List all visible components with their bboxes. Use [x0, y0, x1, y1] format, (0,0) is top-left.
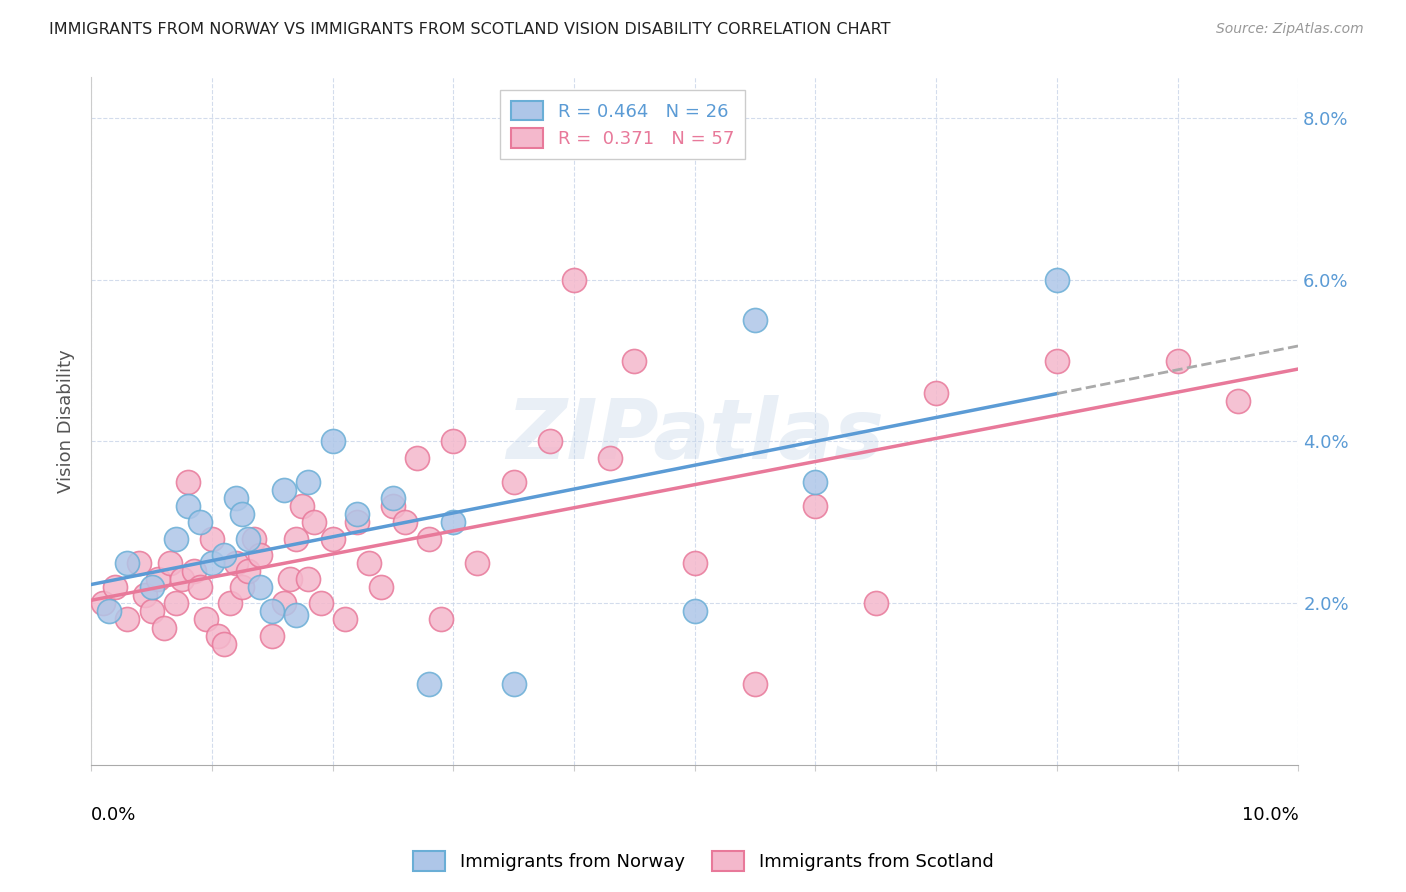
Point — [146, 572, 169, 586]
Point — [406, 450, 429, 465]
Point — [538, 434, 561, 449]
Point — [236, 564, 259, 578]
Point — [744, 677, 766, 691]
Point — [212, 637, 235, 651]
Point — [170, 572, 193, 586]
Point — [502, 475, 524, 489]
Text: IMMIGRANTS FROM NORWAY VS IMMIGRANTS FROM SCOTLAND VISION DISABILITY CORRELATION: IMMIGRANTS FROM NORWAY VS IMMIGRANTS FRO… — [49, 22, 891, 37]
Point — [98, 604, 121, 618]
Point — [165, 596, 187, 610]
Point — [333, 612, 356, 626]
Point — [134, 588, 156, 602]
Point — [297, 572, 319, 586]
Point — [562, 273, 585, 287]
Point — [865, 596, 887, 610]
Point — [623, 353, 645, 368]
Point — [219, 596, 242, 610]
Point — [231, 508, 253, 522]
Point — [502, 677, 524, 691]
Point — [177, 475, 200, 489]
Point — [322, 434, 344, 449]
Point — [225, 556, 247, 570]
Point — [212, 548, 235, 562]
Point — [183, 564, 205, 578]
Point — [322, 532, 344, 546]
Point — [285, 608, 308, 623]
Point — [207, 629, 229, 643]
Point — [91, 596, 114, 610]
Point — [128, 556, 150, 570]
Point — [441, 434, 464, 449]
Text: Source: ZipAtlas.com: Source: ZipAtlas.com — [1216, 22, 1364, 37]
Text: 10.0%: 10.0% — [1241, 805, 1298, 823]
Point — [381, 491, 404, 505]
Point — [141, 580, 163, 594]
Point — [357, 556, 380, 570]
Point — [262, 629, 284, 643]
Point — [394, 516, 416, 530]
Point — [236, 532, 259, 546]
Legend: R = 0.464   N = 26, R =  0.371   N = 57: R = 0.464 N = 26, R = 0.371 N = 57 — [499, 90, 745, 159]
Point — [599, 450, 621, 465]
Point — [152, 621, 174, 635]
Point — [297, 475, 319, 489]
Point — [418, 532, 440, 546]
Point — [231, 580, 253, 594]
Point — [104, 580, 127, 594]
Point — [304, 516, 326, 530]
Point — [177, 499, 200, 513]
Point — [159, 556, 181, 570]
Point — [249, 548, 271, 562]
Point — [381, 499, 404, 513]
Point — [744, 313, 766, 327]
Point — [346, 516, 368, 530]
Point — [1167, 353, 1189, 368]
Point — [804, 499, 827, 513]
Point — [370, 580, 392, 594]
Point — [262, 604, 284, 618]
Point — [467, 556, 489, 570]
Text: ZIPatlas: ZIPatlas — [506, 394, 884, 475]
Point — [188, 516, 211, 530]
Point — [285, 532, 308, 546]
Point — [141, 604, 163, 618]
Point — [201, 556, 224, 570]
Point — [925, 386, 948, 401]
Point — [117, 556, 139, 570]
Point — [117, 612, 139, 626]
Point — [804, 475, 827, 489]
Point — [683, 556, 706, 570]
Point — [165, 532, 187, 546]
Point — [273, 596, 295, 610]
Point — [291, 499, 314, 513]
Point — [188, 580, 211, 594]
Point — [441, 516, 464, 530]
Point — [683, 604, 706, 618]
Point — [249, 580, 271, 594]
Point — [430, 612, 453, 626]
Point — [194, 612, 217, 626]
Legend: Immigrants from Norway, Immigrants from Scotland: Immigrants from Norway, Immigrants from … — [405, 844, 1001, 879]
Y-axis label: Vision Disability: Vision Disability — [58, 350, 75, 493]
Point — [346, 508, 368, 522]
Point — [309, 596, 332, 610]
Point — [1046, 353, 1069, 368]
Point — [1046, 273, 1069, 287]
Text: 0.0%: 0.0% — [91, 805, 136, 823]
Point — [243, 532, 266, 546]
Point — [1226, 394, 1249, 409]
Point — [278, 572, 301, 586]
Point — [418, 677, 440, 691]
Point — [201, 532, 224, 546]
Point — [225, 491, 247, 505]
Point — [273, 483, 295, 497]
